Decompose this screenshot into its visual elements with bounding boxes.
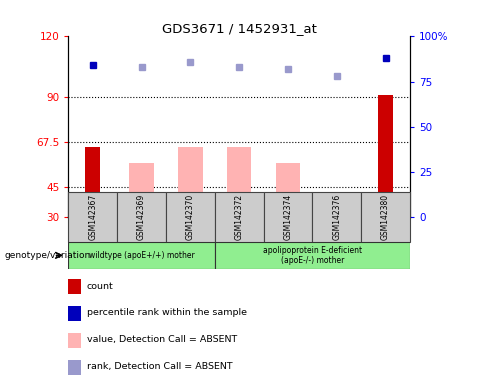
- Bar: [129, 163, 154, 217]
- Text: GSM142369: GSM142369: [137, 194, 146, 240]
- Bar: [215, 242, 410, 269]
- Text: GSM142370: GSM142370: [186, 194, 195, 240]
- Text: GSM142372: GSM142372: [235, 194, 244, 240]
- Bar: [378, 94, 393, 217]
- Bar: [68, 192, 117, 242]
- Text: value, Detection Call = ABSENT: value, Detection Call = ABSENT: [87, 335, 237, 344]
- Bar: [325, 193, 349, 217]
- Text: GSM142380: GSM142380: [381, 194, 390, 240]
- Bar: [264, 192, 312, 242]
- Bar: [276, 163, 300, 217]
- Text: rank, Detection Call = ABSENT: rank, Detection Call = ABSENT: [87, 362, 232, 371]
- Text: GSM142367: GSM142367: [88, 194, 97, 240]
- Bar: [215, 192, 264, 242]
- Text: percentile rank within the sample: percentile rank within the sample: [87, 308, 247, 318]
- Text: GSM142374: GSM142374: [284, 194, 292, 240]
- Text: wildtype (apoE+/+) mother: wildtype (apoE+/+) mother: [89, 251, 194, 260]
- Bar: [85, 147, 100, 217]
- Text: GSM142376: GSM142376: [332, 194, 341, 240]
- Text: count: count: [87, 281, 114, 291]
- Bar: [361, 192, 410, 242]
- Bar: [227, 147, 251, 217]
- Bar: [166, 192, 215, 242]
- Text: genotype/variation: genotype/variation: [5, 251, 91, 260]
- Bar: [117, 192, 166, 242]
- Bar: [178, 147, 203, 217]
- Bar: [312, 192, 361, 242]
- Bar: [68, 242, 215, 269]
- Title: GDS3671 / 1452931_at: GDS3671 / 1452931_at: [162, 22, 317, 35]
- Text: apolipoprotein E-deficient
(apoE-/-) mother: apolipoprotein E-deficient (apoE-/-) mot…: [263, 246, 362, 265]
